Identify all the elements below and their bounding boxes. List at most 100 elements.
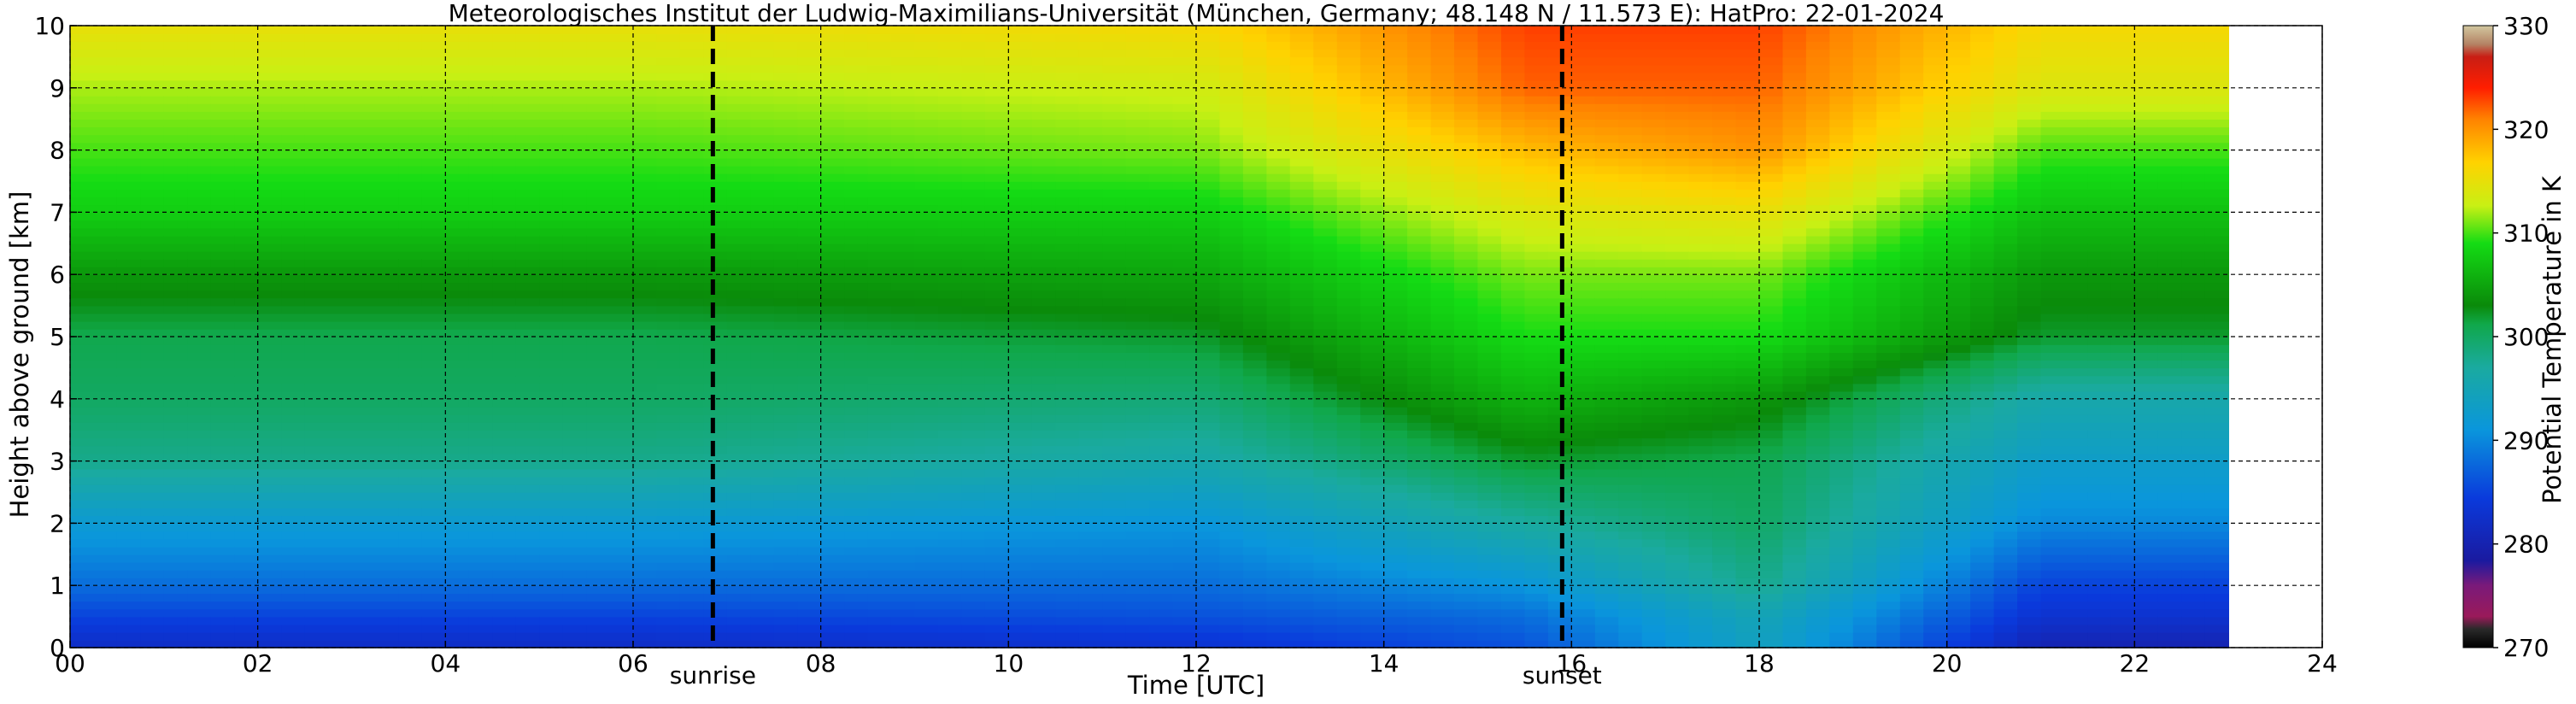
- heatmap-cell: [1125, 484, 1150, 493]
- heatmap-cell: [445, 601, 470, 610]
- heatmap-cell: [375, 49, 400, 58]
- heatmap-cell: [1008, 631, 1033, 641]
- heatmap-cell: [163, 103, 189, 112]
- heatmap-cell: [726, 631, 752, 641]
- heatmap-cell: [1031, 616, 1057, 625]
- heatmap-cell: [1360, 468, 1385, 478]
- heatmap-cell: [1266, 531, 1291, 540]
- heatmap-cell: [1008, 56, 1033, 66]
- heatmap-cell: [1149, 259, 1174, 267]
- heatmap-cell: [1055, 297, 1080, 307]
- heatmap-cell: [398, 313, 423, 322]
- heatmap-cell: [140, 608, 165, 618]
- heatmap-cell: [1008, 360, 1033, 369]
- heatmap-cell: [234, 631, 259, 641]
- heatmap-cell: [375, 189, 400, 197]
- heatmap-cell: [679, 320, 705, 330]
- heatmap-cell: [1102, 87, 1127, 97]
- heatmap-cell: [1360, 197, 1385, 206]
- heatmap-cell: [1078, 227, 1103, 237]
- heatmap-cell: [1031, 476, 1057, 485]
- heatmap-cell: [703, 344, 728, 353]
- heatmap-cell: [1407, 406, 1432, 415]
- heatmap-cell: [1454, 468, 1479, 478]
- heatmap-cell: [1313, 157, 1338, 167]
- heatmap-cell: [1360, 430, 1385, 439]
- heatmap-cell: [1336, 250, 1362, 260]
- heatmap-cell: [984, 406, 1010, 415]
- heatmap-cell: [820, 352, 845, 361]
- heatmap-cell: [234, 290, 259, 299]
- heatmap-cell: [1102, 398, 1127, 408]
- heatmap-cell: [1125, 367, 1150, 377]
- heatmap-cell: [703, 515, 728, 525]
- heatmap-cell: [867, 259, 892, 267]
- heatmap-cell: [609, 142, 634, 151]
- heatmap-cell: [1196, 64, 1221, 73]
- heatmap-cell: [468, 134, 494, 144]
- heatmap-cell: [726, 570, 752, 578]
- heatmap-cell: [492, 453, 517, 462]
- heatmap-cell: [656, 367, 681, 377]
- heatmap-cell: [1360, 165, 1385, 174]
- heatmap-cell: [328, 157, 353, 167]
- heatmap-cell: [1078, 484, 1103, 493]
- heatmap-cell: [210, 360, 236, 369]
- heatmap-cell: [1078, 267, 1103, 275]
- heatmap-cell: [116, 538, 142, 548]
- heatmap-cell: [1031, 313, 1057, 322]
- heatmap-cell: [961, 422, 986, 431]
- heatmap-cell: [234, 500, 259, 508]
- heatmap-cell: [1477, 375, 1502, 384]
- heatmap-cell: [844, 608, 869, 618]
- heatmap-cell: [914, 126, 939, 136]
- heatmap-cell: [679, 49, 705, 58]
- heatmap-cell: [726, 375, 752, 384]
- heatmap-cell: [1454, 390, 1479, 400]
- heatmap-cell: [375, 33, 400, 42]
- heatmap-cell: [703, 406, 728, 415]
- heatmap-cell: [515, 49, 540, 58]
- heatmap-cell: [562, 352, 587, 361]
- heatmap-cell: [1055, 453, 1080, 462]
- heatmap-cell: [1149, 165, 1174, 174]
- heatmap-cell: [234, 531, 259, 540]
- heatmap-cell: [726, 56, 752, 66]
- heatmap-cell: [1477, 313, 1502, 322]
- heatmap-cell: [1430, 119, 1455, 128]
- heatmap-cell: [1477, 103, 1502, 112]
- heatmap-cell: [375, 64, 400, 73]
- heatmap-cell: [398, 204, 423, 214]
- heatmap-cell: [492, 398, 517, 408]
- heatmap-cell: [656, 320, 681, 330]
- heatmap-cell: [1289, 290, 1315, 299]
- heatmap-cell: [1242, 484, 1268, 493]
- heatmap-cell: [1149, 282, 1174, 291]
- heatmap-cell: [1477, 554, 1502, 563]
- heatmap-cell: [750, 546, 775, 555]
- heatmap-cell: [163, 367, 189, 377]
- heatmap-cell: [1172, 142, 1197, 151]
- heatmap-cell: [1501, 406, 1526, 415]
- heatmap-cell: [679, 468, 705, 478]
- heatmap-cell: [1008, 119, 1033, 128]
- heatmap-cell: [820, 142, 845, 151]
- heatmap-cell: [1149, 624, 1174, 633]
- heatmap-cell: [1407, 468, 1432, 478]
- heatmap-cell: [750, 103, 775, 112]
- heatmap-cell: [703, 267, 728, 275]
- heatmap-cell: [679, 406, 705, 415]
- heatmap-cell: [421, 546, 447, 555]
- heatmap-cell: [633, 453, 658, 462]
- heatmap-cell: [820, 111, 845, 120]
- heatmap-cell: [116, 616, 142, 625]
- heatmap-cell: [773, 41, 799, 50]
- heatmap-cell: [93, 26, 118, 34]
- heatmap-cell: [1336, 173, 1362, 182]
- heatmap-cell: [1102, 72, 1127, 81]
- heatmap-cell: [116, 585, 142, 595]
- heatmap-cell: [492, 585, 517, 595]
- heatmap-cell: [1430, 616, 1455, 625]
- heatmap-cell: [116, 608, 142, 618]
- heatmap-cell: [539, 243, 564, 252]
